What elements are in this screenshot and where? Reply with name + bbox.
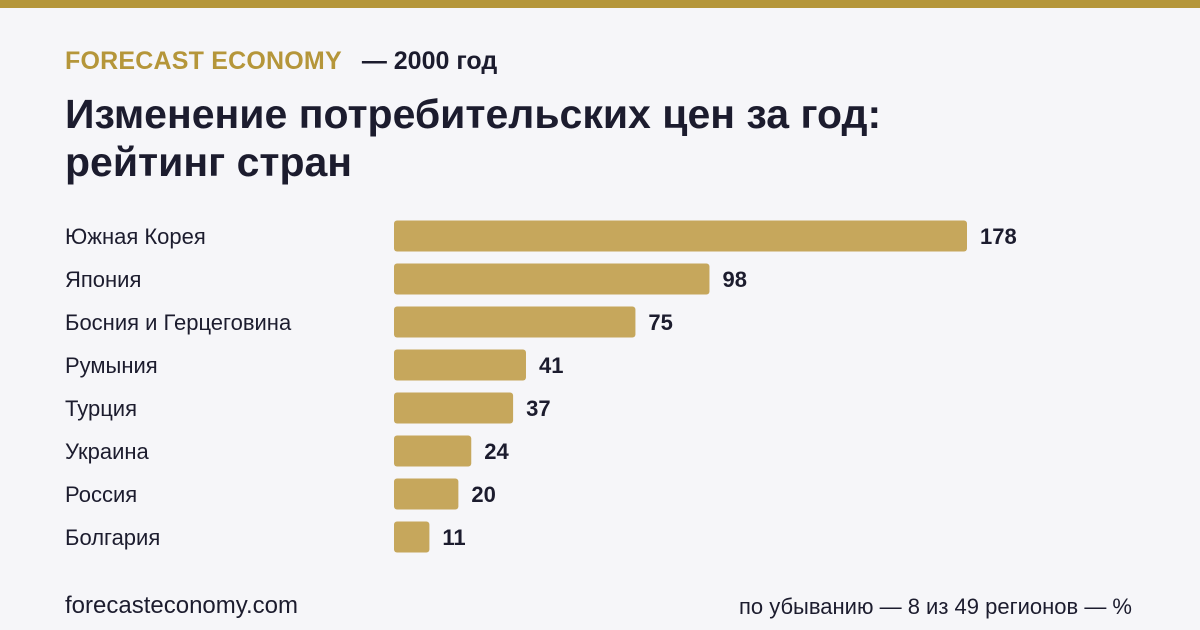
category-label: Россия xyxy=(65,482,137,507)
value-label: 11 xyxy=(442,525,465,550)
title-line-2: рейтинг стран xyxy=(65,139,353,185)
title-line-1: Изменение потребительских цен за год: xyxy=(65,91,882,137)
category-label: Украина xyxy=(65,439,150,464)
category-label: Япония xyxy=(65,267,141,292)
value-label: 37 xyxy=(526,396,550,421)
category-label: Босния и Герцеговина xyxy=(65,310,292,335)
page-title: Изменение потребительских цен за год: ре… xyxy=(65,90,1145,186)
bar xyxy=(394,392,514,424)
category-label: Южная Корея xyxy=(65,224,206,249)
bar xyxy=(394,435,472,467)
value-label: 178 xyxy=(980,224,1017,249)
category-label: Турция xyxy=(65,396,137,421)
brand-name: FORECAST ECONOMY xyxy=(65,46,342,75)
bar xyxy=(394,349,526,381)
bar xyxy=(394,220,967,252)
category-label: Румыния xyxy=(65,353,158,378)
value-label: 20 xyxy=(471,482,495,507)
bar xyxy=(394,478,459,510)
value-label: 24 xyxy=(484,439,509,464)
chart-note: по убыванию — 8 из 49 регионов — % xyxy=(738,594,1132,619)
bar xyxy=(394,521,430,553)
value-label: 98 xyxy=(722,267,746,292)
bar xyxy=(394,263,710,295)
value-label: 41 xyxy=(539,353,563,378)
year-label: — 2000 год xyxy=(361,46,498,75)
top-accent-stripe xyxy=(0,0,1200,8)
value-label: 75 xyxy=(648,310,672,335)
category-label: Болгария xyxy=(65,525,160,550)
header-line: FORECAST ECONOMY — 2000 год xyxy=(65,44,497,78)
site-url: forecasteconomy.com xyxy=(65,592,298,619)
bar xyxy=(394,306,636,338)
